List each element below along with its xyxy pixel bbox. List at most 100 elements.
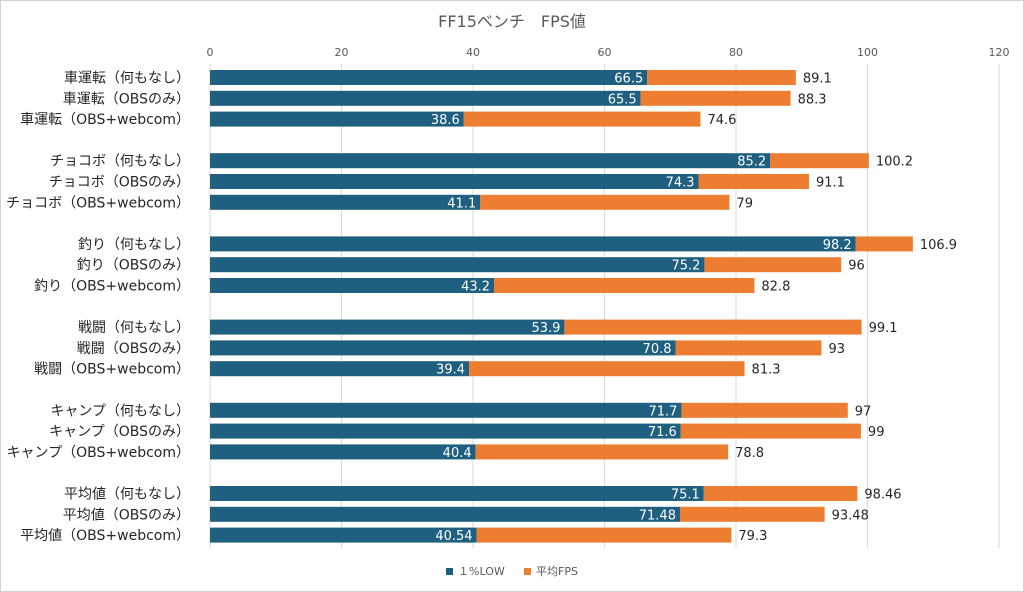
bar-1pct-low: [210, 444, 476, 460]
bar-avg-fps: [704, 257, 842, 273]
data-label-avg-fps: 82.8: [761, 280, 790, 295]
data-label-1pct-low: 66.5: [614, 72, 643, 87]
x-tick-label: 100: [857, 46, 878, 59]
data-label-avg-fps: 79.3: [738, 529, 767, 544]
bar-1pct-low: [210, 153, 771, 169]
data-label-avg-fps: 97: [855, 404, 872, 419]
data-label-1pct-low: 40.4: [443, 446, 472, 461]
x-tick-labels: 0 20 40 60 80 100 120: [207, 46, 1010, 59]
bar-1pct-low: [210, 402, 682, 418]
legend-label-avg-fps: 平均FPS: [536, 565, 578, 578]
bar-avg-fps: [698, 174, 809, 189]
bar-avg-fps: [640, 90, 791, 106]
category-label: 車運転（何もなし）: [64, 70, 190, 87]
data-label-1pct-low: 75.2: [671, 259, 700, 274]
data-label-avg-fps: 74.6: [707, 113, 736, 128]
bar-avg-fps: [469, 361, 745, 377]
data-label-avg-fps: 79: [736, 196, 753, 211]
bar-1pct-low: [210, 319, 565, 335]
data-label-1pct-low: 65.5: [608, 92, 637, 107]
bar-1pct-low: [210, 506, 680, 522]
data-label-1pct-low: 98.2: [823, 238, 852, 253]
bar-1pct-low: [210, 423, 681, 439]
category-label: 釣り（OBS+webcom）: [34, 279, 190, 295]
data-label-1pct-low: 71.6: [648, 425, 677, 440]
bar-avg-fps: [675, 340, 822, 356]
data-label-1pct-low: 43.2: [461, 280, 490, 295]
bar-avg-fps: [494, 278, 755, 293]
data-label-1pct-low: 40.54: [435, 529, 472, 544]
category-label: 戦闘（何もなし）: [78, 320, 190, 336]
data-label-1pct-low: 74.3: [666, 176, 695, 191]
bar-avg-fps: [770, 153, 869, 169]
category-label: 車運転（OBS+webcom）: [20, 111, 190, 128]
data-label-avg-fps: 96: [848, 259, 865, 274]
data-label-1pct-low: 53.9: [531, 321, 560, 336]
bar-avg-fps: [480, 194, 730, 210]
category-label: 平均値（OBS+webcom）: [20, 528, 190, 544]
category-label: 平均値（何もなし）: [64, 487, 190, 503]
bar-avg-fps: [680, 423, 861, 439]
bar-1pct-low: [210, 174, 699, 189]
bar-1pct-low: [210, 278, 495, 293]
category-label: チョコボ（何もなし）: [50, 154, 190, 170]
legend: １%LOW 平均FPS: [446, 565, 578, 578]
data-label-avg-fps: 100.2: [876, 155, 913, 170]
bar-1pct-low: [210, 194, 481, 210]
data-label-1pct-low: 41.1: [447, 196, 476, 211]
data-label-1pct-low: 75.1: [671, 488, 700, 503]
bar-avg-fps: [679, 506, 825, 522]
bar-1pct-low: [210, 527, 477, 543]
bar-1pct-low: [210, 236, 856, 252]
bar-1pct-low: [210, 486, 704, 501]
legend-label-1pct-low: １%LOW: [458, 565, 505, 578]
data-label-avg-fps: 89.1: [803, 72, 832, 87]
legend-swatch-1pct-low: [446, 568, 453, 575]
data-label-1pct-low: 39.4: [436, 363, 465, 378]
data-label-avg-fps: 99: [868, 425, 885, 440]
bar-1pct-low: [210, 111, 464, 127]
legend-swatch-avg-fps: [524, 568, 531, 575]
data-label-1pct-low: 71.7: [648, 404, 677, 419]
data-label-avg-fps: 98.46: [864, 488, 901, 503]
data-label-1pct-low: 71.48: [639, 508, 676, 523]
data-label-avg-fps: 106.9: [920, 238, 957, 253]
category-label: 戦闘（OBS+webcom）: [34, 362, 190, 378]
data-label-1pct-low: 38.6: [431, 113, 460, 128]
gridlines: [209, 64, 1000, 548]
bar-avg-fps: [855, 236, 913, 252]
category-label: チョコボ（OBS+webcom）: [6, 195, 190, 211]
data-labels: 66.5 89.1 65.5 88.3 38.6 74.6 85.2 100.2 74.3 91.…: [431, 72, 957, 545]
bar-avg-fps: [475, 444, 729, 460]
data-label-1pct-low: 70.8: [643, 342, 672, 357]
category-label: キャンプ（OBS+webcom）: [7, 445, 190, 461]
category-label: 車運転（OBSのみ）: [63, 90, 190, 107]
x-tick-label: 0: [207, 46, 214, 59]
bar-1pct-low: [210, 70, 648, 85]
bar-1pct-low: [210, 361, 470, 377]
category-label: 釣り（OBSのみ）: [77, 258, 190, 274]
category-label: 平均値（OBSのみ）: [63, 507, 190, 523]
data-label-1pct-low: 85.2: [737, 155, 766, 170]
data-label-avg-fps: 93.48: [832, 508, 869, 523]
category-label: チョコボ（OBSのみ）: [49, 175, 190, 191]
x-tick-label: 60: [598, 46, 612, 59]
x-tick-label: 40: [466, 46, 480, 59]
bar-avg-fps: [463, 111, 701, 127]
data-label-avg-fps: 88.3: [798, 92, 827, 107]
category-label: 釣り（何もなし）: [78, 237, 190, 253]
chart-title: FF15ベンチ FPS値: [438, 12, 586, 31]
data-label-avg-fps: 78.8: [735, 446, 764, 461]
data-label-avg-fps: 99.1: [869, 321, 898, 336]
bar-avg-fps: [703, 486, 858, 501]
bar-1pct-low: [210, 257, 705, 273]
category-label: キャンプ（OBSのみ）: [49, 424, 190, 440]
bars: [210, 70, 913, 543]
data-label-avg-fps: 91.1: [816, 176, 845, 191]
bar-avg-fps: [564, 319, 862, 335]
category-label: キャンプ（何もなし）: [50, 403, 190, 419]
bar-1pct-low: [210, 90, 641, 106]
bar-avg-fps: [476, 527, 732, 543]
bar-avg-fps: [681, 402, 848, 418]
